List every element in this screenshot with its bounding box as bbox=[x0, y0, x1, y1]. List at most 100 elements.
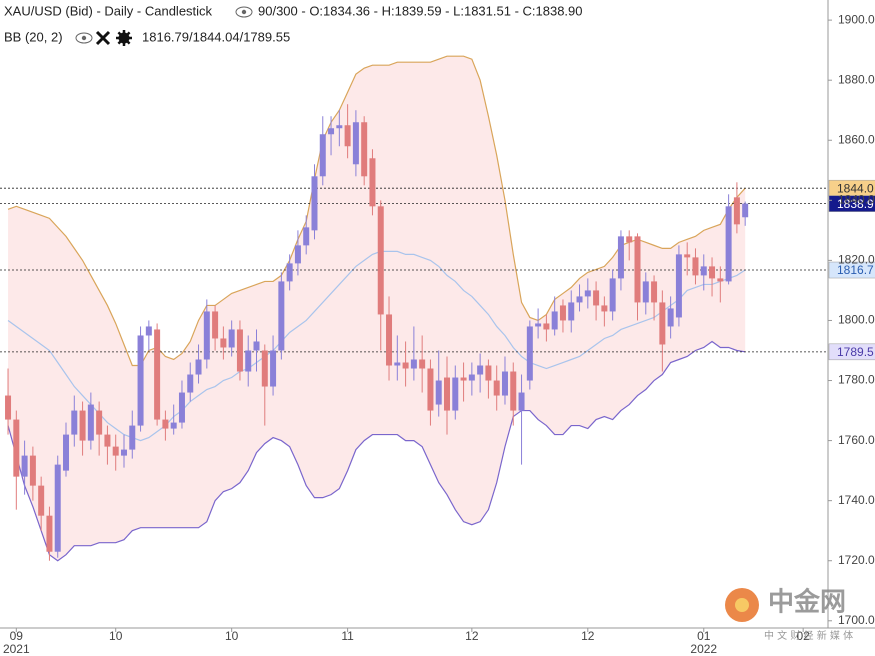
band-fill bbox=[8, 56, 746, 561]
price-tag-label: 1789.5 bbox=[837, 345, 874, 359]
candle-body bbox=[493, 380, 500, 396]
candle-body bbox=[659, 302, 666, 345]
candle-body bbox=[601, 305, 608, 312]
candle-body bbox=[626, 236, 633, 243]
watermark: 中金网 中 文 财 经 新 媒 体 bbox=[725, 587, 853, 642]
candle-body bbox=[535, 323, 542, 327]
candle-body bbox=[444, 377, 451, 411]
band-line bbox=[7, 340, 746, 562]
candle-body bbox=[29, 455, 36, 486]
price-tag bbox=[828, 195, 875, 212]
watermark-logo-mark bbox=[735, 598, 749, 612]
y-tick-label: 1760.0 bbox=[838, 433, 875, 447]
candle-body bbox=[427, 368, 434, 411]
candle-body bbox=[642, 281, 649, 303]
candle-body bbox=[692, 257, 699, 276]
candle-body bbox=[725, 206, 732, 282]
candle-body bbox=[54, 464, 61, 552]
candle-body bbox=[361, 122, 368, 177]
candle-body bbox=[501, 371, 508, 396]
chart-subtitle: 90/300 - O:1834.36 - H:1839.59 - L:1831.… bbox=[258, 3, 583, 18]
candle-body bbox=[79, 410, 86, 441]
candle-body bbox=[13, 419, 20, 477]
eye-icon[interactable] bbox=[235, 6, 253, 18]
candle-body bbox=[386, 314, 393, 366]
candle-body bbox=[369, 158, 376, 207]
candle-body bbox=[543, 323, 550, 330]
candle-body bbox=[162, 419, 169, 429]
candle-body bbox=[675, 254, 682, 318]
x-year-label: 2022 bbox=[690, 642, 717, 656]
candle-body bbox=[228, 329, 235, 348]
candle-body bbox=[460, 377, 467, 381]
close-icon[interactable] bbox=[95, 30, 111, 46]
candle-body bbox=[518, 392, 525, 411]
header: XAU/USD (Bid) - Daily - Candlestick 90/3… bbox=[4, 3, 583, 46]
candle-body bbox=[609, 278, 616, 312]
candle-body bbox=[576, 296, 583, 303]
candle-body bbox=[253, 341, 260, 351]
candle-body bbox=[137, 335, 144, 426]
candle-body bbox=[129, 425, 136, 450]
candle-body bbox=[468, 374, 475, 381]
candle-body bbox=[394, 362, 401, 366]
candle-body bbox=[684, 254, 691, 258]
candle-body bbox=[71, 410, 78, 435]
candle-body bbox=[245, 350, 252, 372]
candle-body bbox=[485, 365, 492, 381]
candle-body bbox=[651, 281, 658, 303]
candle-body bbox=[402, 362, 409, 369]
chart-title: XAU/USD (Bid) - Daily - Candlestick bbox=[4, 3, 213, 18]
y-tick-label: 1900.0 bbox=[838, 12, 875, 26]
candle-body bbox=[377, 206, 384, 315]
candle-body bbox=[419, 359, 426, 369]
candle-body bbox=[452, 377, 459, 411]
price-tag-label: 1844.0 bbox=[837, 181, 874, 195]
y-tick-label: 1820.0 bbox=[838, 253, 875, 267]
eye-icon[interactable] bbox=[75, 32, 93, 44]
candle-body bbox=[294, 245, 301, 264]
watermark-logo: 中金网 bbox=[768, 587, 846, 618]
candle-body bbox=[717, 278, 724, 282]
x-tick-label: 12 bbox=[581, 629, 595, 643]
candle-body bbox=[510, 371, 517, 411]
x-year-label: 2021 bbox=[3, 642, 30, 656]
candle-body bbox=[220, 338, 227, 348]
candle-body bbox=[319, 134, 326, 177]
candle-body bbox=[145, 326, 152, 336]
settings-icon[interactable] bbox=[116, 30, 132, 46]
candle-body bbox=[435, 380, 442, 405]
price-tag-label: 1816.7 bbox=[837, 263, 874, 277]
candle-body bbox=[477, 365, 484, 375]
x-tick-label: 01 bbox=[697, 629, 711, 643]
candle-body bbox=[38, 485, 45, 516]
candle-body bbox=[311, 176, 318, 231]
candle-body bbox=[352, 122, 359, 165]
candle-body bbox=[593, 290, 600, 306]
indicator-name: BB (20, 2) bbox=[4, 29, 63, 44]
candle-body bbox=[46, 515, 53, 552]
candle-body bbox=[551, 311, 558, 330]
candle-body bbox=[526, 326, 533, 381]
candle-body bbox=[634, 236, 641, 303]
candle-body bbox=[336, 125, 343, 129]
candle-body bbox=[261, 350, 268, 387]
candle-body bbox=[154, 329, 161, 420]
candle-body bbox=[617, 236, 624, 279]
price-tag-label: 1838.9 bbox=[837, 197, 874, 211]
x-tick-label: 12 bbox=[465, 629, 479, 643]
candle-body bbox=[559, 305, 566, 321]
x-tick-label: 09 bbox=[10, 629, 24, 643]
candle-body bbox=[195, 359, 202, 375]
candle-body bbox=[187, 374, 194, 393]
price-tag bbox=[828, 343, 875, 361]
candle-body bbox=[410, 359, 417, 369]
y-tick-label: 1720.0 bbox=[838, 553, 875, 567]
candle-body bbox=[87, 404, 94, 441]
candle-body bbox=[96, 410, 103, 435]
watermark-tagline: 中 文 财 经 新 媒 体 bbox=[764, 629, 853, 642]
candle-body bbox=[63, 434, 70, 471]
candle-body bbox=[178, 392, 185, 423]
candle-body bbox=[203, 311, 210, 360]
